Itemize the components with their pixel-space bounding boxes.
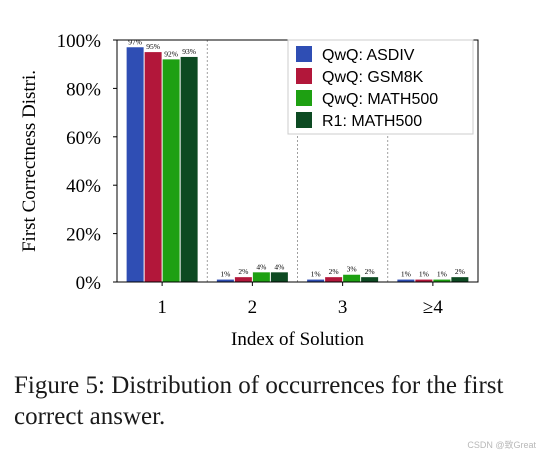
bar (433, 279, 451, 282)
y-tick-label: 40% (66, 176, 101, 197)
x-tick-label: 2 (248, 297, 258, 318)
y-tick-label: 100% (57, 31, 102, 52)
data-label: 2% (365, 267, 375, 276)
data-label: 1% (311, 270, 321, 279)
legend-label: QwQ: ASDIV (322, 47, 415, 64)
data-label: 3% (347, 265, 357, 274)
bar (451, 277, 469, 282)
data-label: 2% (329, 267, 339, 276)
data-label: 1% (437, 270, 447, 279)
legend-box (287, 39, 474, 135)
legend-swatch (296, 90, 312, 106)
data-label: 1% (401, 270, 411, 279)
bar (234, 277, 252, 282)
y-tick-label: 80% (66, 79, 101, 100)
legend-label: QwQ: MATH500 (322, 91, 438, 108)
bar (252, 272, 270, 282)
data-label: 95% (146, 42, 160, 51)
legend-swatch (296, 46, 312, 62)
bar (270, 272, 288, 282)
bar (144, 52, 162, 282)
bar (325, 277, 343, 282)
bar (343, 274, 361, 282)
watermark: CSDN @致Great (467, 440, 536, 450)
x-tick-label: 1 (157, 297, 167, 318)
x-axis-label: Index of Solution (231, 329, 364, 350)
bar (180, 56, 198, 282)
data-label: 4% (274, 262, 284, 271)
bar (162, 59, 180, 282)
data-label: 1% (419, 270, 429, 279)
data-label: 93% (182, 47, 196, 56)
x-tick-label: ≥4 (423, 297, 443, 318)
legend-label: R1: MATH500 (322, 113, 422, 130)
bar (397, 279, 415, 282)
figure-caption: Figure 5: Distribution of occurrences fo… (14, 372, 504, 430)
data-label: 92% (164, 49, 178, 58)
x-tick-label: 3 (338, 297, 348, 318)
data-label: 2% (238, 267, 248, 276)
bar (216, 279, 234, 282)
data-label: 4% (256, 262, 266, 271)
plot-area: 97% 95% 92% 93% 1 1% 2% 4% 4% 2 1% 2% 3% 2% 3 1% 1% 1% 2% ≥… (19, 31, 479, 350)
legend-swatch (296, 112, 312, 128)
bar (415, 279, 433, 282)
y-tick-label: 20% (66, 225, 101, 246)
y-tick-label: 0% (76, 273, 102, 294)
data-label: 1% (220, 270, 230, 279)
bar (307, 279, 325, 282)
bar (126, 47, 144, 283)
y-axis-label: First Correctness Distri. (19, 70, 40, 252)
bar (361, 277, 379, 282)
data-label: 2% (455, 267, 465, 276)
bar-chart: 97% 95% 92% 93% 1 1% 2% 4% 4% 2 1% 2% 3% 2% 3 1% 1% 1% 2% ≥… (19, 31, 479, 350)
legend-label: QwQ: GSM8K (322, 69, 424, 86)
legend-swatch (296, 68, 312, 84)
data-label: 97% (128, 37, 142, 46)
y-tick-label: 60% (66, 128, 101, 149)
